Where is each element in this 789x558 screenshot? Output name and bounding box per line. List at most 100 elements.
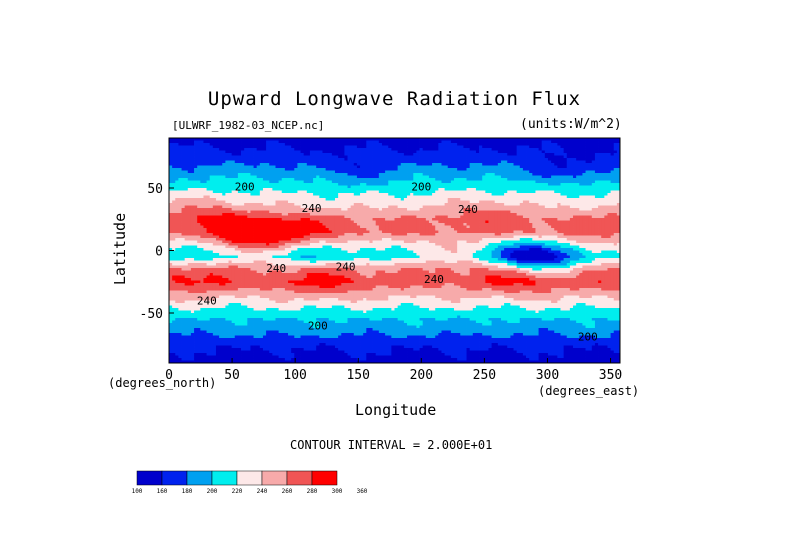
heatmap-cell (594, 175, 599, 179)
heatmap-cell (441, 215, 446, 219)
heatmap-cell (284, 140, 289, 144)
heatmap-cell (297, 200, 301, 204)
heatmap-cell (278, 178, 283, 181)
heatmap-cell (494, 180, 499, 184)
heatmap-cell (194, 163, 198, 166)
heatmap-cell (325, 158, 330, 161)
heatmap-cell (469, 168, 474, 171)
heatmap-cell (569, 165, 574, 169)
heatmap-cell (256, 138, 261, 141)
heatmap-cell (294, 175, 298, 179)
heatmap-cell (457, 145, 461, 149)
heatmap-cell (215, 210, 220, 214)
heatmap-cell (303, 180, 308, 184)
heatmap-cell (466, 158, 471, 161)
heatmap-cell (598, 140, 602, 144)
heatmap-cell (579, 143, 583, 146)
heatmap-cell (350, 140, 355, 144)
heatmap-cell (278, 155, 283, 159)
heatmap-cell (341, 200, 345, 204)
heatmap-cell (375, 218, 380, 221)
heatmap-cell (544, 153, 549, 156)
heatmap-cell (407, 160, 411, 164)
heatmap-cell (275, 200, 280, 204)
heatmap-cell (416, 223, 420, 226)
heatmap-cell (488, 183, 492, 186)
heatmap-cell (331, 168, 336, 171)
heatmap-cell (356, 158, 361, 161)
heatmap-cell (262, 173, 267, 176)
heatmap-cell (253, 153, 258, 156)
heatmap-cell (604, 153, 608, 156)
heatmap-cell (538, 158, 543, 161)
heatmap-cell (309, 143, 314, 146)
heatmap-cell (385, 143, 389, 146)
heatmap-cell (497, 213, 502, 216)
heatmap-cell (281, 138, 286, 141)
heatmap-cell (259, 213, 264, 216)
heatmap-cell (225, 163, 229, 166)
heatmap-cell (457, 173, 461, 176)
heatmap-cell (454, 168, 458, 171)
heatmap-cell (347, 155, 352, 159)
heatmap-cell (447, 158, 452, 161)
heatmap-cell (212, 220, 217, 224)
heatmap-cell (262, 213, 267, 216)
heatmap-cell (237, 148, 242, 151)
heatmap-cell (303, 155, 308, 159)
heatmap-cell (231, 158, 236, 161)
heatmap-cell (513, 215, 518, 219)
heatmap-cell (604, 160, 608, 164)
heatmap-cell (488, 210, 492, 214)
heatmap-cell (554, 155, 558, 159)
heatmap-cell (485, 138, 489, 141)
heatmap-cell (328, 170, 333, 174)
heatmap-cell (472, 155, 477, 159)
heatmap-cell (428, 183, 433, 186)
heatmap-cell (212, 208, 217, 211)
heatmap-cell (613, 140, 618, 144)
heatmap-cell (319, 153, 323, 156)
heatmap-cell (215, 193, 220, 196)
heatmap-cell (244, 175, 248, 179)
heatmap-cell (175, 168, 179, 171)
heatmap-cell (234, 155, 239, 159)
heatmap-cell (573, 138, 577, 141)
heatmap-cell (350, 175, 355, 179)
heatmap-cell (169, 168, 173, 171)
heatmap-cell (610, 185, 615, 189)
heatmap-cell (538, 178, 543, 181)
heatmap-cell (400, 143, 405, 146)
heatmap-cell (175, 193, 179, 196)
heatmap-cell (278, 160, 283, 164)
heatmap-cell (403, 223, 408, 226)
heatmap-cell (422, 213, 427, 216)
heatmap-cell (598, 185, 602, 189)
heatmap-cell (454, 145, 458, 149)
heatmap-cell (510, 153, 514, 156)
heatmap-cell (522, 195, 527, 199)
heatmap-cell (419, 218, 424, 221)
heatmap-cell (394, 188, 399, 191)
heatmap-cell (485, 208, 489, 211)
heatmap-cell (573, 153, 577, 156)
heatmap-cell (206, 163, 211, 166)
heatmap-cell (341, 178, 345, 181)
heatmap-cell (266, 143, 270, 146)
heatmap-cell (300, 168, 305, 171)
heatmap-cell (591, 143, 596, 146)
heatmap-cell (510, 178, 514, 181)
heatmap-cell (479, 138, 483, 141)
heatmap-cell (410, 140, 414, 144)
heatmap-cell (275, 168, 280, 171)
heatmap-cell (419, 183, 424, 186)
heatmap-cell (344, 205, 348, 209)
heatmap-cell (215, 205, 220, 209)
heatmap-cell (432, 180, 436, 184)
heatmap-cell (507, 170, 511, 174)
heatmap-cell (344, 148, 348, 151)
heatmap-cell (491, 188, 496, 191)
heatmap-cell (372, 148, 377, 151)
heatmap-cell (284, 165, 289, 169)
heatmap-cell (244, 170, 248, 174)
